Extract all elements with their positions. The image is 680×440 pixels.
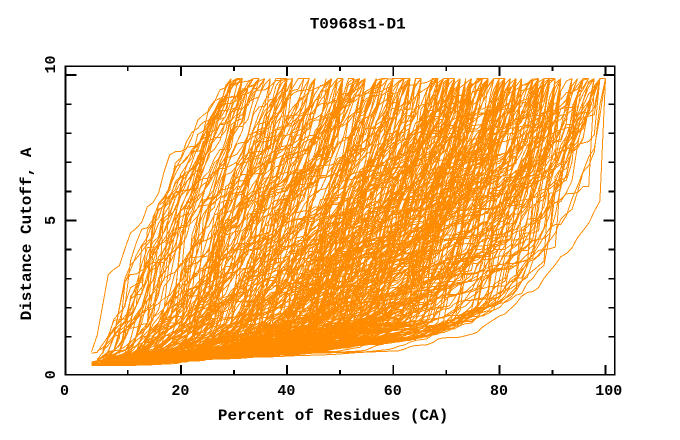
svg-text:T0968s1-D1: T0968s1-D1 xyxy=(310,16,406,34)
svg-text:Distance Cutoff, A: Distance Cutoff, A xyxy=(18,147,36,320)
svg-text:10: 10 xyxy=(43,55,60,73)
svg-text:80: 80 xyxy=(490,383,508,400)
svg-text:0: 0 xyxy=(43,370,60,379)
svg-text:0: 0 xyxy=(60,383,69,400)
svg-text:60: 60 xyxy=(384,383,402,400)
svg-text:5: 5 xyxy=(43,216,60,225)
svg-text:20: 20 xyxy=(171,383,189,400)
svg-text:Percent of Residues (CA): Percent of Residues (CA) xyxy=(218,407,448,425)
svg-text:40: 40 xyxy=(277,383,295,400)
svg-text:100: 100 xyxy=(595,383,622,400)
